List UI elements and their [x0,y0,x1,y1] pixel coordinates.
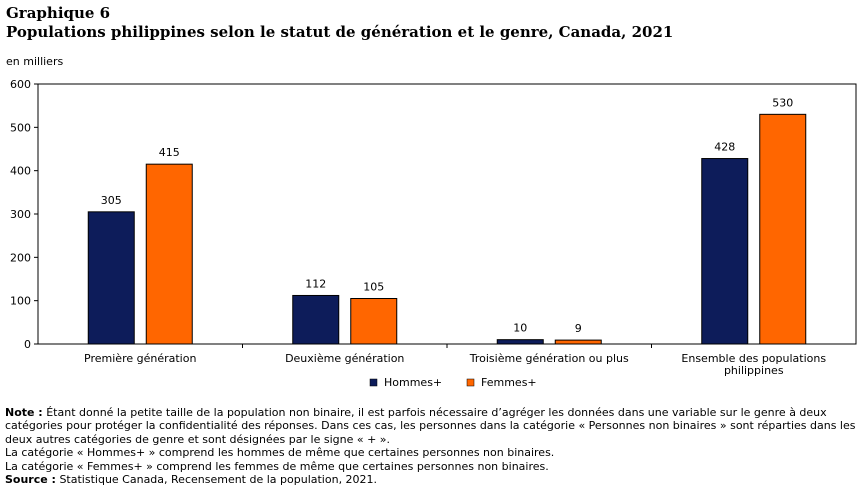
legend: Hommes+ Femmes+ [369,376,537,389]
y-tick-label: 200 [10,251,31,264]
data-label: 530 [772,96,793,109]
legend-swatch [369,378,378,387]
y-tick-label: 300 [10,208,31,221]
bar [554,339,602,345]
bar [292,294,340,345]
chart-title: Populations philippines selon le statut … [6,23,674,41]
x-tick-label: Ensemble des populations [681,352,826,365]
legend-label: Femmes+ [481,376,537,389]
data-label: 105 [363,281,384,294]
x-tick-label: Deuxième génération [285,352,404,365]
chart-heading: Graphique 6 Populations philippines selo… [6,4,673,42]
bar [701,158,749,345]
y-tick-label: 100 [10,295,31,308]
data-label: 10 [513,322,527,335]
note-text: Étant donné la petite taille de la popul… [5,406,856,446]
y-tick-label: 600 [10,78,31,91]
notes: Note : Étant donné la petite taille de l… [5,406,857,486]
data-label: 305 [101,194,122,207]
note-line-femmes: La catégorie « Femmes+ » comprend les fe… [5,459,549,473]
y-tick-label: 500 [10,121,31,134]
bars: 305 415 112 105 10 9 428 530 [87,96,807,345]
axes: 0 100 200 300 400 500 600 Première génération De… [10,78,857,377]
x-tick-label: Première génération [84,352,196,365]
bar-chart: 0 100 200 300 400 500 600 Première génération De… [10,78,857,389]
legend-swatch [466,378,475,387]
note-paragraph: Note : Étant donné la petite taille de l… [5,406,857,446]
y-tick-label: 400 [10,165,31,178]
bar [350,298,398,345]
source-text: Statistique Canada, Recensement de la po… [59,473,378,487]
bar [496,339,544,345]
source-label: Source : [5,473,56,487]
data-label: 415 [159,146,180,159]
bar [145,163,193,345]
source-line: Source : Statistique Canada, Recensement… [5,473,857,486]
y-tick-label: 0 [24,338,31,351]
bar [87,211,135,345]
data-label: 112 [305,277,326,290]
note-line-hommes: La catégorie « Hommes+ » comprend les ho… [5,446,555,460]
data-label: 428 [714,141,735,154]
data-label: 9 [575,322,582,335]
legend-label: Hommes+ [384,376,442,389]
x-tick-label: philippines [724,364,784,377]
bar [759,113,807,345]
x-tick-label: Troisième génération ou plus [469,352,629,365]
chart-number: Graphique 6 [6,4,111,22]
note-label: Note : [5,406,43,419]
unit-label: en milliers [6,55,64,68]
